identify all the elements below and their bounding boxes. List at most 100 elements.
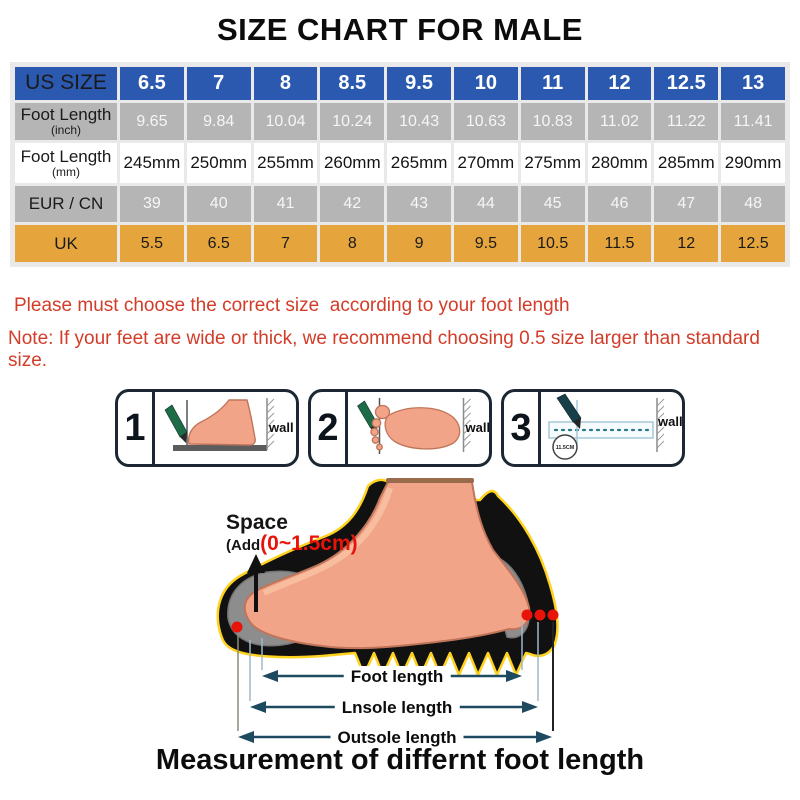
table-row-label: Foot Length (inch) — [15, 103, 117, 140]
outsole-length-label: Outsole length — [330, 727, 464, 748]
us-size-header-cell: 12.5 — [654, 67, 719, 100]
table-cell: 42 — [320, 186, 385, 222]
space-range-label: (0~1.5cm) — [260, 532, 358, 556]
measure-step-2: 2 — [308, 389, 492, 467]
table-cell: 9.5 — [453, 225, 518, 262]
step-1-number: 1 — [118, 392, 155, 464]
marker-dots — [231, 609, 559, 633]
wall-hatching — [462, 398, 471, 452]
table-cell: 290mm — [721, 143, 785, 183]
step-2-illustration: wall — [357, 398, 490, 454]
table-cell: 270mm — [453, 143, 518, 183]
table-cell: 275mm — [520, 143, 585, 183]
table-cell: 11.5 — [587, 225, 652, 262]
pencil-icon — [164, 404, 188, 443]
step-1-illustration: wall — [164, 398, 294, 451]
leg-cut-line — [386, 478, 474, 483]
diagram-caption: Measurement of differnt foot length — [155, 744, 645, 776]
table-cell: 39 — [120, 186, 184, 222]
page-title: SIZE CHART FOR MALE — [217, 12, 583, 47]
table-cell: 40 — [186, 186, 251, 222]
insole-length-label: Lnsole length — [334, 697, 460, 718]
step-3-number: 3 — [504, 392, 541, 464]
table-cell: 45 — [520, 186, 585, 222]
table-cell: 265mm — [387, 143, 451, 183]
space-label: Space — [226, 511, 288, 534]
table-cell: 48 — [721, 186, 785, 222]
table-row-label: Foot Length (mm) — [15, 143, 117, 183]
step-3-illustration: 11.5CM wall — [548, 393, 682, 460]
table-cell: 7 — [253, 225, 318, 262]
foot-top-shape — [370, 404, 461, 451]
table-cell: 12 — [654, 225, 719, 262]
foot-side-shape — [187, 399, 256, 446]
space-annotation: Space (Add (0~1.5cm) — [226, 512, 358, 555]
note-line-1: Please must choose the correct size acco… — [14, 295, 570, 316]
table-row: Foot Length (mm) 245mm 250mm 255mm 260mm 265m… — [15, 143, 785, 183]
table-cell: 260mm — [320, 143, 385, 183]
space-arrow — [247, 554, 265, 612]
us-size-header-cell: 8 — [253, 67, 318, 100]
table-cell: 9.84 — [186, 103, 251, 140]
table-cell: 10.63 — [453, 103, 518, 140]
measure-band — [548, 421, 654, 439]
foot-length-label: Foot length — [343, 666, 451, 687]
us-size-header-cell: 9.5 — [387, 67, 451, 100]
table-cell: 46 — [587, 186, 652, 222]
table-cell: 44 — [453, 186, 518, 222]
table-cell: 285mm — [654, 143, 719, 183]
table-header-row: US SIZE 6.5 7 8 8.5 9.5 10 11 12 12.5 13 — [15, 67, 785, 100]
us-size-header-cell: 8.5 — [320, 67, 385, 100]
table-cell: 11.22 — [654, 103, 719, 140]
us-size-header-cell: 7 — [186, 67, 251, 100]
us-size-header-cell: 11 — [520, 67, 585, 100]
us-size-header-cell: 6.5 — [120, 67, 184, 100]
table-cell: 11.02 — [587, 103, 652, 140]
table-cell: 9 — [387, 225, 451, 262]
space-add-label: (Add — [226, 537, 261, 555]
table-cell: 245mm — [120, 143, 184, 183]
step-2-number: 2 — [311, 392, 348, 464]
table-cell: 280mm — [587, 143, 652, 183]
size-circle — [552, 434, 578, 460]
table-cell: 10.5 — [520, 225, 585, 262]
foot-highlight — [262, 487, 393, 596]
size-table-wrap: US SIZE 6.5 7 8 8.5 9.5 10 11 12 12.5 13 Foot Len… — [10, 62, 790, 267]
us-size-header-cell: 13 — [721, 67, 785, 100]
size-table: US SIZE 6.5 7 8 8.5 9.5 10 11 12 12.5 13 Foot Len… — [12, 64, 788, 265]
table-cell: 5.5 — [120, 225, 184, 262]
floor-bar — [173, 445, 267, 451]
wall-label: wall — [465, 420, 490, 435]
note-line-2: Note: If your feet are wide or thick, we… — [8, 328, 766, 371]
shoe-illustration — [216, 478, 559, 743]
wall-label: wall — [657, 414, 682, 429]
table-cell: 12.5 — [721, 225, 785, 262]
pencil-icon — [556, 393, 582, 429]
table-cell: 10.24 — [320, 103, 385, 140]
table-row-label: EUR / CN — [15, 186, 117, 222]
table-cell: 47 — [654, 186, 719, 222]
table-cell: 250mm — [186, 143, 251, 183]
measure-step-3: 3 11.5CM wall — [501, 389, 685, 467]
guide-lines — [237, 622, 554, 731]
table-cell: 10.04 — [253, 103, 318, 140]
circle-size-label: 11.5CM — [556, 445, 575, 451]
table-row-label: UK — [15, 225, 117, 262]
wall-hatching — [266, 398, 275, 450]
wall-hatching — [656, 398, 665, 452]
foot-measure-diagram: Space (Add (0~1.5cm) Foot length Lnsole l… — [150, 470, 670, 755]
table-row: Foot Length (inch) 9.65 9.84 10.04 10.24 10.4… — [15, 103, 785, 140]
foot-shape — [243, 481, 531, 650]
table-cell: 8 — [320, 225, 385, 262]
table-cell: 11.41 — [721, 103, 785, 140]
us-size-header-cell: 10 — [453, 67, 518, 100]
us-size-header-cell: 12 — [587, 67, 652, 100]
measure-step-1: 1 wall — [115, 389, 299, 467]
table-cell: 10.43 — [387, 103, 451, 140]
table-cell: 255mm — [253, 143, 318, 183]
table-header-label: US SIZE — [15, 67, 117, 100]
table-cell: 41 — [253, 186, 318, 222]
table-row: UK 5.5 6.5 7 8 9 9.5 10.5 11.5 12 12.5 — [15, 225, 785, 262]
table-cell: 9.65 — [120, 103, 184, 140]
